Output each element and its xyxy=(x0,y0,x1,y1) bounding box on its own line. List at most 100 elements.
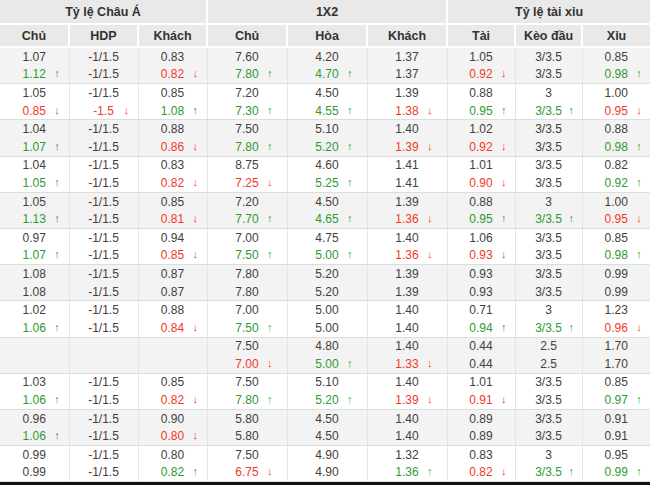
odds-value: -1/1.5 xyxy=(83,212,125,226)
odds-value: 3/3.5 xyxy=(528,158,570,172)
cell-asian-hdp: -1/1.5 xyxy=(69,373,138,391)
arrow-down-icon: ↓ xyxy=(193,177,199,188)
odds-value: 1.04 xyxy=(13,158,55,172)
column-header-row: Chủ HDP Khách Chủ Hòa Khách Tài Kèo đầu … xyxy=(0,24,650,47)
odds-value: -1/1.5 xyxy=(83,195,125,209)
cell-1x2-away: 1.41 xyxy=(367,156,447,174)
cell-ou-over: 1.01 xyxy=(447,156,515,174)
cell-1x2-draw: 4.90 xyxy=(287,464,367,482)
cell-ou-under: 0.82 xyxy=(582,156,650,174)
odds-value: -1/1.5 xyxy=(83,321,125,335)
odds-value: 0.85 xyxy=(13,104,55,118)
arrow-up-icon: ↑ xyxy=(636,467,642,478)
odds-value: 0.85 xyxy=(595,231,637,245)
odds-row: 1.12↑-1/1.50.82↓7.80↑4.70↑1.370.92↓3/3.5… xyxy=(0,66,650,84)
arrow-up-icon: ↑ xyxy=(636,394,642,405)
odds-value: 0.92 xyxy=(595,176,637,190)
cell-asian-away: 0.85 xyxy=(138,373,207,391)
arrow-down-icon: ↓ xyxy=(636,213,642,224)
cell-1x2-away: 1.40 xyxy=(367,409,447,427)
arrow-up-icon: ↑ xyxy=(501,213,507,224)
cell-asian-away: 0.81↓ xyxy=(138,210,207,228)
cell-asian-home: 1.05 xyxy=(0,192,69,210)
odds-row: 0.96-1/1.50.905.804.501.400.893/3.50.91 xyxy=(0,409,650,427)
cell-ou-over: 0.95↑ xyxy=(447,102,515,120)
odds-value: 0.98 xyxy=(595,248,637,262)
arrow-up-icon: ↑ xyxy=(54,322,60,333)
odds-value: 0.90 xyxy=(152,412,194,426)
odds-value: 0.93 xyxy=(460,248,502,262)
arrow-down-icon: ↓ xyxy=(54,105,60,116)
odds-value: 0.85 xyxy=(152,86,194,100)
arrow-up-icon: ↑ xyxy=(54,177,60,188)
cell-ou-under: 0.91 xyxy=(582,427,650,445)
cell-ou-over: 0.92↓ xyxy=(447,138,515,156)
cell-1x2-home: 7.60 xyxy=(207,47,287,66)
odds-value: -1/1.5 xyxy=(83,140,125,154)
odds-value: 3/3.5 xyxy=(528,122,570,136)
cell-ou-under: 0.98↑ xyxy=(582,138,650,156)
cell-ou-under: 1.00 xyxy=(582,84,650,102)
cell-asian-hdp: -1/1.5 xyxy=(69,409,138,427)
odds-value: 0.98 xyxy=(595,67,637,81)
odds-value: -1/1.5 xyxy=(83,285,125,299)
odds-value: 7.50 xyxy=(226,122,268,136)
odds-value: 6.75 xyxy=(226,465,268,479)
odds-value: 7.50 xyxy=(226,248,268,262)
odds-value: 3/3.5 xyxy=(528,67,570,81)
odds-value: 7.50 xyxy=(226,448,268,462)
odds-value: 1.04 xyxy=(13,122,55,136)
arrow-up-icon: ↑ xyxy=(54,69,60,80)
odds-value: 0.84 xyxy=(152,321,194,335)
cell-ou-line: 3 xyxy=(515,446,582,464)
odds-value: 1.05 xyxy=(13,176,55,190)
cell-asian-home xyxy=(0,337,69,355)
arrow-up-icon: ↑ xyxy=(569,322,575,333)
odds-value: 1.07 xyxy=(13,140,55,154)
cell-ou-line: 3/3.5 xyxy=(515,247,582,265)
odds-value: 5.00 xyxy=(306,248,348,262)
cell-ou-over: 0.92↓ xyxy=(447,66,515,84)
arrow-up-icon: ↑ xyxy=(54,394,60,405)
cell-1x2-draw: 4.80 xyxy=(287,337,367,355)
odds-value: 3/3.5 xyxy=(528,393,570,407)
odds-value: 3/3.5 xyxy=(528,285,570,299)
odds-value: 1.32 xyxy=(386,448,428,462)
cell-asian-hdp: -1/1.5 xyxy=(69,464,138,482)
cell-1x2-home: 7.50 xyxy=(207,337,287,355)
odds-value: 0.80 xyxy=(152,448,194,462)
cell-1x2-home: 7.80↑ xyxy=(207,138,287,156)
cell-asian-away: 0.83 xyxy=(138,156,207,174)
odds-value: 0.88 xyxy=(595,122,637,136)
odds-value: 0.87 xyxy=(152,267,194,281)
odds-row: 1.07-1/1.50.837.604.201.371.053/3.50.85 xyxy=(0,47,650,66)
odds-value: 0.71 xyxy=(460,303,502,317)
cell-1x2-away: 1.39↓ xyxy=(367,138,447,156)
cell-asian-away: 1.08↑ xyxy=(138,102,207,120)
odds-value: 0.87 xyxy=(152,285,194,299)
cell-ou-under: 0.95↓ xyxy=(582,102,650,120)
cell-1x2-away: 1.40 xyxy=(367,228,447,246)
cell-ou-over: 0.44 xyxy=(447,337,515,355)
odds-value: 3 xyxy=(528,195,570,209)
arrow-down-icon: ↓ xyxy=(193,141,199,152)
odds-row: 1.02-1/1.50.887.005.001.400.7131.23 xyxy=(0,301,650,319)
odds-value: 1.06 xyxy=(13,321,55,335)
odds-value: 5.25 xyxy=(306,176,348,190)
arrow-down-icon: ↓ xyxy=(193,431,199,442)
odds-row: 1.07↑-1/1.50.86↓7.80↑5.20↑1.39↓0.92↓3/3.… xyxy=(0,138,650,156)
cell-ou-under: 0.98↑ xyxy=(582,66,650,84)
cell-ou-over: 0.82↓ xyxy=(447,464,515,482)
odds-value: 4.50 xyxy=(306,86,348,100)
cell-1x2-home: 7.30↑ xyxy=(207,102,287,120)
odds-value: 7.30 xyxy=(226,104,268,118)
arrow-down-icon: ↓ xyxy=(427,250,433,261)
odds-value: -1/1.5 xyxy=(83,429,125,443)
cell-asian-home: 1.07↑ xyxy=(0,247,69,265)
cell-1x2-draw: 4.20 xyxy=(287,47,367,66)
odds-value: -1/1.5 xyxy=(83,122,125,136)
odds-value: 1.08 xyxy=(13,267,55,281)
odds-value: 7.00 xyxy=(226,303,268,317)
arrow-down-icon: ↓ xyxy=(427,105,433,116)
odds-value: 0.97 xyxy=(13,231,55,245)
